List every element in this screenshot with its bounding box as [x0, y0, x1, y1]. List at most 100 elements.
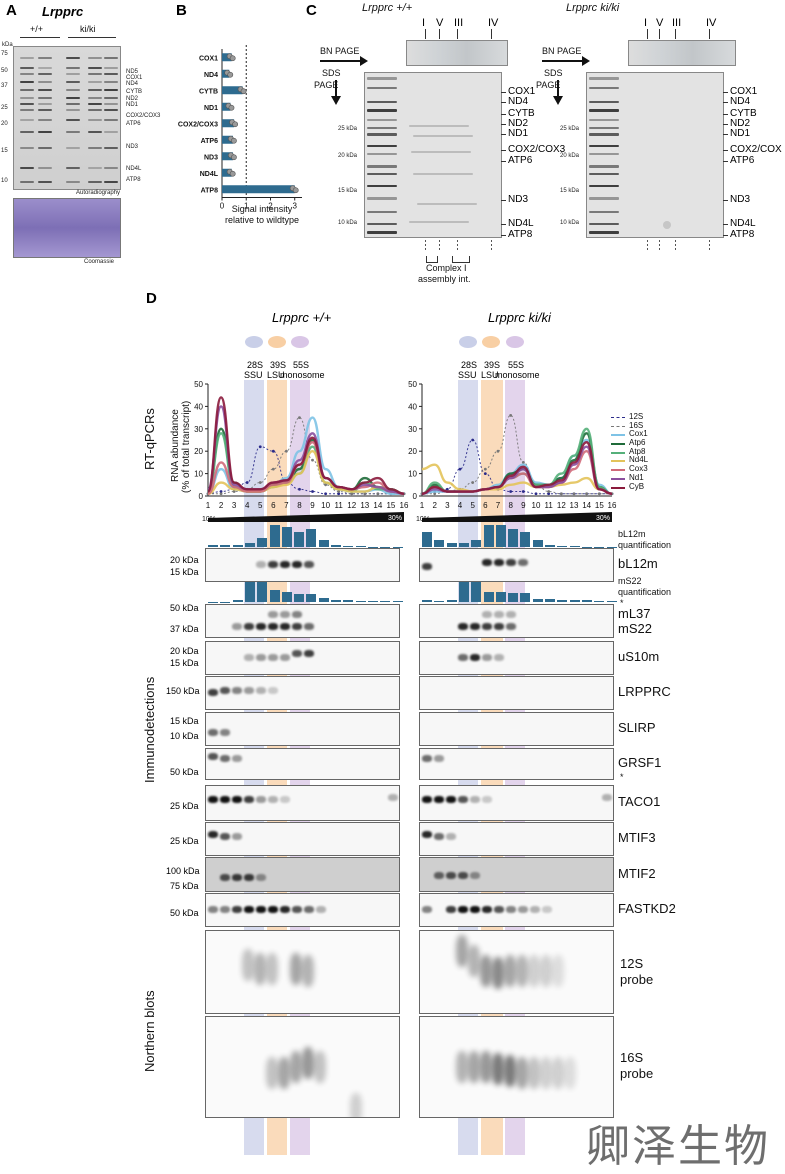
blot-band: [422, 563, 432, 570]
series-marker: [560, 492, 563, 495]
blot-band: [470, 906, 480, 913]
band-label: CYTB: [126, 89, 142, 95]
quant-bar: [270, 525, 280, 547]
quant-bar: [294, 594, 304, 602]
complex-label: IV: [488, 17, 498, 29]
quant-bar: [306, 594, 316, 602]
gel-band: [20, 167, 34, 169]
blot-band: [602, 794, 612, 801]
northern-label: probe: [620, 972, 653, 987]
northern-blot: [419, 1016, 614, 1118]
gel-band: [88, 103, 102, 105]
fraction-label: 9: [521, 501, 526, 510]
series-marker: [484, 472, 487, 475]
fraction-label: 3: [232, 501, 237, 510]
coomassie-label: Coomassie: [84, 259, 114, 265]
blot-band: [458, 623, 468, 630]
genotype-ki-label: ki/ki: [80, 24, 96, 34]
band-tick: [723, 124, 728, 125]
blot-band: [268, 623, 278, 630]
kda-marker: 10: [1, 178, 8, 184]
blot-band: [208, 831, 218, 838]
blot-band: [268, 654, 278, 661]
gel-band: [104, 119, 118, 121]
blot-band: [232, 906, 242, 913]
band-tick: [501, 161, 506, 162]
complex-tick: [457, 29, 458, 39]
quant-bar: [319, 598, 329, 602]
gel-band: [88, 57, 102, 59]
marker-lane-band: [589, 127, 619, 129]
bn-page-label: BN PAGE: [320, 46, 359, 56]
panel-a-title: Lrpprc: [42, 4, 83, 19]
legend-label: Cox1: [629, 429, 648, 438]
marker-lane-band: [589, 185, 619, 187]
blot-band: [244, 796, 254, 803]
sds-arrow-head: [553, 96, 563, 105]
series-marker: [585, 492, 588, 495]
kda-marker: 20 kDa: [170, 646, 199, 656]
gel-band: [104, 81, 118, 83]
kda-marker: 15: [1, 148, 8, 154]
gel-band: [20, 103, 34, 105]
marker-lane-band: [589, 223, 619, 225]
blot-band: [494, 611, 504, 618]
side-label-rtqpcr: RT-qPCRs: [142, 408, 157, 470]
quant-bar: [233, 600, 243, 602]
rt-ylabel-1: RNA abundance: [170, 409, 181, 482]
band-label: ND1: [730, 128, 750, 139]
gradient-wedge: [208, 512, 404, 522]
gel-band: [104, 131, 118, 133]
kda-marker: 75 kDa: [170, 881, 199, 891]
quant-bar: [319, 540, 329, 547]
quant-bar: [245, 582, 255, 602]
blot-band: [494, 559, 504, 566]
gel-band: [88, 97, 102, 99]
quant-bar: [270, 590, 280, 602]
fraction-label: 4: [245, 501, 250, 510]
gel-band: [104, 73, 118, 75]
band-label: COX2/COX3: [508, 144, 565, 155]
blot-band: [220, 729, 230, 736]
band-label: ND3: [730, 194, 750, 205]
bn-page-label: BN PAGE: [542, 46, 581, 56]
complex-tick: [647, 236, 648, 252]
subunit-icon: [459, 336, 477, 348]
blot-band: [208, 796, 218, 803]
immunoblot: [419, 785, 614, 821]
band-label: ND3: [508, 194, 528, 205]
series-marker: [522, 461, 525, 464]
northern-signal: [480, 955, 492, 987]
panel-a-letter: A: [6, 2, 17, 19]
blot-band: [280, 561, 290, 568]
side-label-northern: Northern blots: [142, 990, 157, 1072]
gel-band: [66, 97, 80, 99]
data-point: [229, 105, 234, 110]
category-label: ATP8: [201, 187, 218, 194]
gel-spot: [417, 203, 477, 205]
gel-band: [38, 181, 52, 183]
complex-label: V: [656, 17, 663, 29]
quant-bar: [343, 546, 353, 547]
kda-marker: 10 kDa: [170, 731, 199, 741]
gel-band: [66, 103, 80, 105]
marker-lane-band: [367, 211, 397, 213]
northern-signal: [278, 1057, 290, 1089]
blot-band: [244, 874, 254, 881]
northern-signal: [540, 1057, 552, 1089]
category-label: ND3: [204, 154, 218, 161]
blot-band: [542, 906, 552, 913]
autoradiography-label: Autoradiography: [76, 190, 120, 196]
northern-signal: [480, 1051, 492, 1083]
gel-spot: [413, 173, 473, 175]
gel-band: [38, 89, 52, 91]
kda-marker: 20 kDa: [560, 153, 579, 159]
blot-band: [220, 687, 230, 694]
blot-band: [470, 796, 480, 803]
marker-lane-band: [589, 145, 619, 147]
northern-signal: [468, 945, 480, 977]
fraction-label: 10: [321, 501, 330, 510]
gel-band: [20, 119, 34, 121]
quant-bar: [533, 599, 543, 602]
blot-band: [208, 729, 218, 736]
